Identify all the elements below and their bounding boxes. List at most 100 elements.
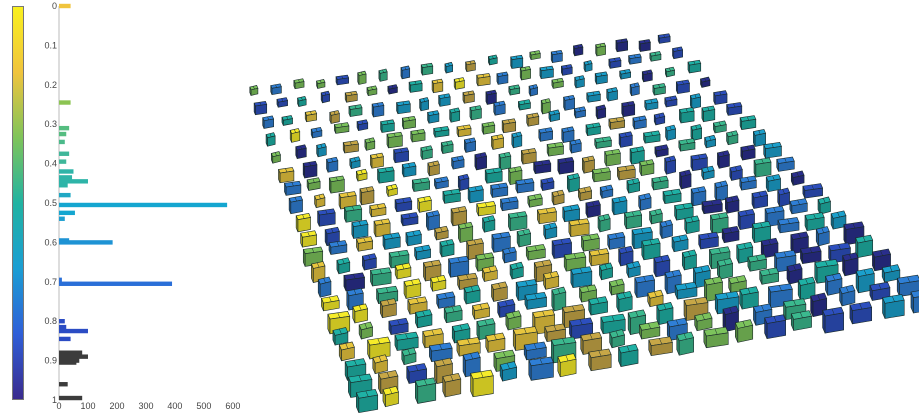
mesh-fragment	[551, 77, 564, 89]
mesh-fragment	[444, 61, 454, 74]
mesh-fragment	[470, 369, 494, 398]
mesh-fragment	[752, 128, 767, 147]
mesh-fragment	[414, 377, 437, 404]
mesh-fragment	[540, 177, 555, 192]
mesh-fragment	[427, 110, 440, 124]
mesh-fragment	[317, 276, 332, 298]
mesh-fragment	[414, 244, 432, 261]
mesh-fragment	[332, 327, 349, 346]
mesh-fragment	[638, 321, 661, 340]
mesh-fragment	[753, 157, 772, 178]
mesh-fragment	[343, 272, 366, 292]
mesh-fragment	[573, 106, 587, 119]
mesh-fragment	[448, 255, 470, 278]
mesh-fragment	[328, 240, 348, 255]
histogram-bar	[59, 151, 70, 156]
mesh-fragment	[662, 188, 682, 205]
mesh-fragment	[855, 234, 874, 258]
histogram-bar	[59, 210, 75, 216]
mesh-fragment	[577, 186, 593, 202]
mesh-fragment	[333, 122, 350, 134]
mesh-fragment	[364, 137, 376, 151]
mesh-fragment	[701, 199, 723, 215]
mesh-fragment	[817, 196, 831, 215]
x-tick-label: 300	[138, 401, 153, 411]
mesh-fragment	[615, 38, 629, 53]
mesh-fragment	[551, 286, 567, 312]
mesh-fragment	[849, 301, 873, 325]
mesh-fragment	[438, 93, 451, 107]
mesh-fragment	[652, 83, 666, 96]
mesh-fragment	[597, 213, 611, 233]
y-tick-label: 0.2	[44, 80, 57, 90]
mesh-fragment	[543, 222, 558, 240]
mesh-fragment	[469, 105, 482, 121]
mesh-fragment	[674, 202, 694, 221]
mesh-fragment	[641, 238, 661, 261]
mesh-fragment	[619, 68, 632, 80]
mesh-fragment	[314, 193, 326, 209]
mesh-fragment	[265, 132, 276, 147]
mesh-fragment	[310, 126, 323, 139]
mesh-fragment	[262, 115, 275, 129]
mesh-fragment	[563, 94, 576, 111]
mesh-fragment	[356, 119, 369, 131]
mesh-fragment	[400, 65, 411, 80]
mesh-fragment	[618, 131, 633, 148]
mesh-fragment	[628, 53, 642, 65]
mesh-fragment	[497, 299, 516, 318]
mesh-fragment	[500, 196, 519, 212]
y-tick-label: 1	[52, 395, 57, 405]
histogram-bar	[59, 169, 74, 174]
mesh-fragment	[427, 160, 440, 177]
mesh-fragment	[815, 226, 830, 247]
mesh-fragment	[588, 296, 609, 316]
mesh-fragment	[649, 208, 663, 225]
mesh-fragment	[672, 46, 684, 60]
mesh-fragment	[357, 70, 367, 85]
mesh-fragment	[270, 151, 281, 164]
mesh-fragment	[300, 230, 318, 248]
mesh-fragment	[434, 225, 449, 241]
mesh-fragment	[344, 90, 358, 103]
mesh-fragment	[451, 155, 465, 170]
mesh-fragment	[433, 126, 450, 138]
mesh-fragment	[419, 97, 430, 112]
fragment-mesh-3d-view[interactable]	[235, 25, 919, 420]
mesh-fragment	[369, 203, 387, 218]
mesh-fragment	[739, 115, 757, 130]
histogram-y-ticks: 0 0.1 0.2 0.3 0.4 0.5 0.6 0.7 0.8 0.9 1	[44, 1, 57, 405]
mesh-fragment	[585, 200, 601, 219]
histogram-bar	[59, 139, 65, 145]
mesh-fragment	[740, 144, 756, 161]
mesh-fragment	[594, 136, 612, 149]
mesh-fragment	[594, 71, 608, 85]
mesh-fragment	[539, 65, 554, 79]
mesh-fragment	[377, 166, 395, 184]
histogram-bar	[59, 277, 62, 283]
histogram-bar	[59, 202, 228, 208]
mesh-fragment	[297, 96, 307, 107]
mesh-fragment	[457, 173, 470, 191]
mesh-fragment	[475, 252, 495, 272]
histogram-bar	[59, 281, 173, 286]
mesh-fragment	[648, 336, 673, 356]
mesh-fragment	[349, 156, 361, 170]
mesh-fragment	[560, 64, 573, 76]
mesh-fragment	[517, 99, 531, 111]
mesh-fragment	[641, 69, 653, 83]
mesh-fragment	[499, 361, 518, 382]
mesh-fragment	[356, 236, 374, 252]
mesh-fragment	[799, 245, 822, 265]
mesh-fragment	[538, 127, 554, 142]
mesh-fragment	[490, 182, 509, 198]
mesh-fragment	[649, 51, 662, 62]
mesh-fragment	[765, 174, 782, 193]
mesh-fragment	[253, 101, 268, 116]
mesh-fragment	[759, 267, 780, 285]
mesh-fragment	[453, 77, 465, 90]
mesh-fragment	[618, 343, 639, 367]
mesh-fragment	[425, 210, 440, 231]
mesh-fragment	[379, 298, 397, 319]
mesh-fragment	[638, 39, 651, 52]
